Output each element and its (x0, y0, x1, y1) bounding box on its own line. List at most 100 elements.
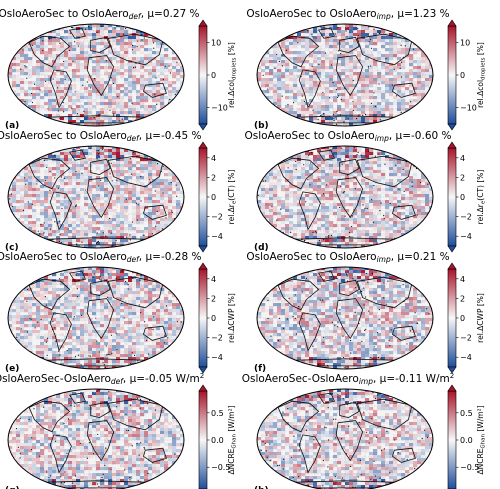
colorbar-tick-label: 0 (460, 193, 465, 202)
colorbar-tick-label: −4 (460, 353, 472, 362)
panel-h: OsloAeroSec-OsloAeroimp, μ=-0.11 W/m2 (h)… (242, 372, 487, 489)
title-mu: , μ=0.27 % (141, 8, 200, 20)
colorbar-tick-label: −2 (211, 213, 223, 222)
colorbar-label: ΔNCREGhan [W/m²] (227, 405, 238, 474)
panel-d: OsloAeroSec to OsloAeroimp, μ=-0.60 % (d)… (244, 130, 486, 253)
panel-f: OsloAeroSec to OsloAeroimp, μ=0.21 % (f) 4… (246, 251, 485, 374)
colorbar: 4 2 0 −2 −4 rel.ΔCWP [%] (198, 262, 236, 374)
colorbar-extend-bottom (198, 123, 208, 131)
colorbar-tick-label: 0.5 (460, 409, 473, 418)
map-border (256, 145, 434, 249)
title-subscript: def (127, 255, 140, 264)
colorbar-tick-label: 2 (460, 173, 465, 182)
colorbar-extend-bottom (198, 366, 208, 374)
colorbar-tick-label: −4 (460, 232, 472, 241)
panel-letter: (h) (254, 486, 269, 489)
title-mu: , μ=0.21 % (391, 251, 450, 263)
map-border (256, 388, 434, 489)
colorbar-extend-top (447, 262, 457, 270)
title-subscript: imp (375, 134, 389, 143)
title-subscript: def (129, 12, 142, 21)
colorbar-tick-label: 4 (211, 154, 216, 163)
map-border (256, 23, 434, 127)
colorbar-extend-top (447, 141, 457, 149)
colorbar-extend-bottom (198, 245, 208, 253)
colorbar-extend-bottom (447, 366, 457, 374)
colorbar-label: rel.ΔCWP [%] (227, 293, 236, 343)
title-text: OsloAeroSec to OsloAero (0, 8, 129, 20)
panel-letter: (e) (5, 364, 19, 374)
colorbar-tick-label: −0.5 (460, 463, 479, 472)
colorbar-tick-label: 0 (460, 71, 465, 80)
title-text: OsloAeroSec to OsloAero (0, 251, 127, 263)
panel-b: OsloAeroSec to OsloAeroimp, μ=1.23 % (b) 1… (246, 8, 486, 131)
panel-letter: (a) (5, 121, 19, 131)
title-mu: , μ=-0.60 % (389, 130, 452, 142)
colorbar-label: rel.Δcoldroplets [%] (227, 42, 238, 108)
title-text: OsloAeroSec to OsloAero (246, 251, 376, 263)
title-subscript: def (111, 377, 124, 386)
colorbar-tick-label: 4 (211, 275, 216, 284)
colorbar-tick-label: 2 (211, 294, 216, 303)
colorbar-tick-label: 0 (460, 314, 465, 323)
colorbar-label: rel.Δre(CT) [%] (227, 170, 238, 225)
colorbar: 4 2 0 −2 −4 rel.ΔCWP [%] (447, 262, 485, 374)
colorbar-tick-label: −10 (460, 104, 477, 113)
title-subscript: imp (377, 255, 391, 264)
colorbar-extend-top (198, 384, 208, 392)
colorbar-extend-bottom (447, 123, 457, 131)
colorbar-tick-label: −4 (211, 232, 223, 241)
colorbar-extend-bottom (447, 245, 457, 253)
map-border (256, 266, 434, 370)
colorbar-label: rel.Δcoldroplets [%] (476, 42, 487, 108)
title-unit-superscript: 2 (200, 372, 204, 380)
title-text: OsloAeroSec-OsloAero (242, 373, 359, 385)
colorbar-extend-top (198, 19, 208, 27)
map-border (7, 388, 185, 489)
title-mu: , μ=-0.45 % (139, 130, 202, 142)
title-mu: , μ=-0.11 W/m (373, 373, 450, 385)
colorbar-label: rel.ΔCWP [%] (476, 293, 485, 343)
panel-letter: (b) (254, 121, 269, 131)
colorbar-tick-label: 0 (211, 193, 216, 202)
title-text: OsloAeroSec to OsloAero (0, 130, 127, 142)
panel-title: OsloAeroSec-OsloAerodef, μ=-0.05 W/m2 (0, 372, 204, 386)
title-subscript: def (127, 134, 140, 143)
colorbar-tick-label: −0.5 (211, 463, 230, 472)
colorbar-tick-label: 0 (211, 314, 216, 323)
map-field (8, 146, 184, 248)
title-mu: , μ=-0.28 % (139, 251, 202, 263)
colorbar-tick-label: 4 (460, 275, 465, 284)
colorbar-extend-top (447, 384, 457, 392)
colorbar-tick-label: −2 (460, 213, 472, 222)
colorbar-tick-label: −10 (211, 104, 228, 113)
title-subscript: imp (359, 377, 373, 386)
title-text: OsloAeroSec to OsloAero (246, 8, 376, 20)
colorbar: 4 2 0 −2 −4 rel.Δre(CT) [%] (447, 141, 487, 253)
title-subscript: imp (377, 12, 391, 21)
map-border (7, 145, 185, 249)
panel-title: OsloAeroSec-OsloAeroimp, μ=-0.11 W/m2 (242, 372, 455, 386)
panel-letter: (g) (5, 486, 20, 489)
map-border (7, 23, 185, 127)
colorbar-tick-label: 0 (211, 71, 216, 80)
colorbar-label: rel.Δre(CT) [%] (476, 170, 487, 225)
panel-letter: (f) (254, 364, 266, 374)
colorbar-tick-label: 0.0 (211, 436, 224, 445)
colorbar-extend-top (198, 141, 208, 149)
panel-e: OsloAeroSec to OsloAerodef, μ=-0.28 % (e)… (0, 251, 236, 374)
colorbar-tick-label: 10 (460, 38, 470, 47)
title-mu: , μ=-0.05 W/m (123, 373, 200, 385)
colorbar-extend-top (447, 19, 457, 27)
colorbar-tick-label: 2 (460, 294, 465, 303)
colorbar-tick-label: 0.5 (211, 409, 224, 418)
title-text: OsloAeroSec-OsloAero (0, 373, 111, 385)
panel-title: OsloAeroSec to OsloAerodef, μ=0.27 % (0, 8, 200, 21)
panel-letter: (c) (5, 243, 19, 253)
colorbar-tick-label: 10 (211, 38, 221, 47)
title-text: OsloAeroSec to OsloAero (244, 130, 374, 142)
